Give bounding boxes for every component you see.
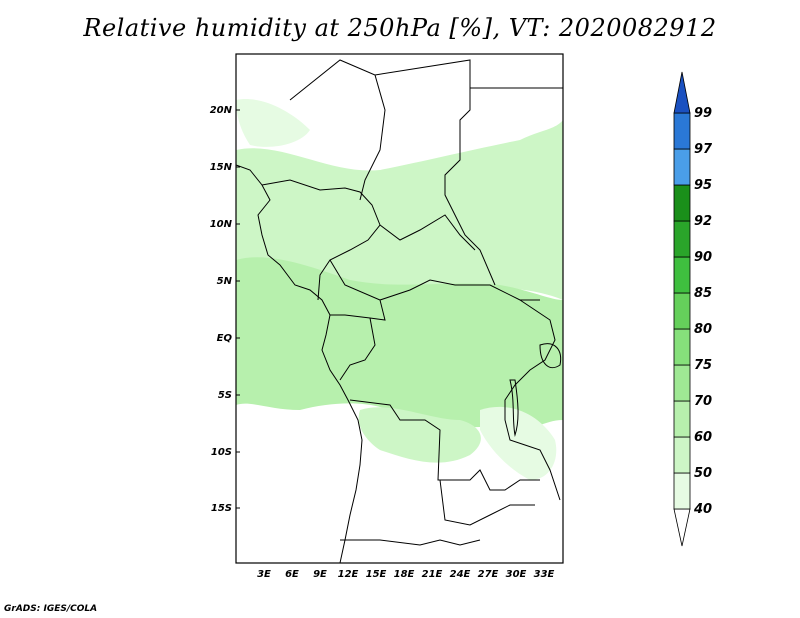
humidity-band-central [236, 257, 563, 433]
border-chad-car [379, 214, 476, 251]
colorbar-label-80: 80 [694, 322, 712, 337]
colorbar-label-97: 97 [694, 142, 713, 157]
colorbar-label-60: 60 [694, 430, 712, 445]
border-cameroon [329, 259, 386, 321]
colorbar-under-arrow [673, 508, 691, 547]
lake-victoria [539, 343, 562, 369]
lon-tick-9e: 9E [313, 569, 327, 580]
colorbar-swatch-70 [673, 364, 691, 402]
colorbar-label-92: 92 [694, 214, 712, 229]
colorbar-swatch-80 [673, 292, 691, 330]
latitude-axis: 20N 15N 10N 5N EQ 5S 10S 15S [210, 105, 240, 514]
colorbar-over-arrow [673, 71, 691, 114]
grads-credit: GrADS: IGES/COLA [4, 604, 98, 614]
colorbar-label-90: 90 [694, 250, 712, 265]
lon-tick-33e: 33E [534, 569, 555, 580]
border-angola-south [340, 539, 481, 546]
lon-tick-6e: 6E [285, 569, 299, 580]
colorbar-swatch-85 [673, 256, 691, 294]
lon-tick-15e: 15E [366, 569, 387, 580]
lat-tick-15s: 15S [211, 503, 232, 514]
colorbar-label-99: 99 [694, 106, 712, 121]
humidity-field [236, 99, 563, 480]
lat-tick-eq: EQ [217, 333, 233, 344]
lon-tick-3e: 3E [257, 569, 271, 580]
colorbar-swatch-60 [673, 400, 691, 438]
lon-tick-12e: 12E [338, 569, 359, 580]
humidity-patch-south [358, 407, 481, 463]
lat-tick-10s: 10S [211, 447, 232, 458]
colorbar-swatch-75 [673, 328, 691, 366]
border-north-1 [289, 59, 386, 201]
colorbar-swatch-95 [673, 148, 691, 186]
map-frame [235, 53, 564, 564]
map-title: Relative humidity at 250hPa [%], VT: 202… [83, 14, 717, 42]
lon-tick-24e: 24E [450, 569, 471, 580]
colorbar-label-70: 70 [694, 394, 712, 409]
lon-tick-18e: 18E [394, 569, 415, 580]
colorbar-label-40: 40 [693, 502, 712, 517]
colorbar-swatch-50 [673, 436, 691, 474]
lat-tick-20n: 20N [210, 105, 233, 116]
border-congo [339, 317, 376, 381]
colorbar-label-75: 75 [694, 358, 712, 373]
longitude-axis: 3E 6E 9E 12E 15E 18E 21E 24E 27E 30E 33E [257, 569, 554, 580]
lat-tick-5s: 5S [218, 390, 232, 401]
colorbar [673, 71, 691, 547]
humidity-patch-northwest [236, 99, 310, 147]
lon-tick-21e: 21E [422, 569, 443, 580]
humidity-patch-east [480, 406, 557, 480]
border-sahel [261, 179, 381, 301]
lake-tanganyika [509, 379, 519, 437]
country-borders [236, 59, 563, 563]
border-north-2 [374, 59, 496, 286]
colorbar-swatch-40 [673, 472, 691, 510]
colorbar-label-95: 95 [694, 178, 712, 193]
border-east [504, 299, 561, 501]
colorbar-label-50: 50 [694, 466, 712, 481]
lat-tick-15n: 15N [210, 162, 233, 173]
lon-tick-27e: 27E [478, 569, 499, 580]
border-zambia [439, 479, 535, 526]
border-drc-angola [349, 399, 540, 491]
colorbar-label-85: 85 [694, 286, 712, 301]
colorbar-swatch-97 [673, 112, 691, 150]
lat-tick-5n: 5N [217, 276, 233, 287]
lat-tick-10n: 10N [210, 219, 233, 230]
lon-tick-30e: 30E [506, 569, 527, 580]
colorbar-labels: 40 50 60 70 75 80 85 90 92 95 97 99 [693, 106, 713, 517]
coastline-west-africa [236, 164, 363, 563]
colorbar-swatch-92 [673, 184, 691, 222]
colorbar-swatch-90 [673, 220, 691, 258]
